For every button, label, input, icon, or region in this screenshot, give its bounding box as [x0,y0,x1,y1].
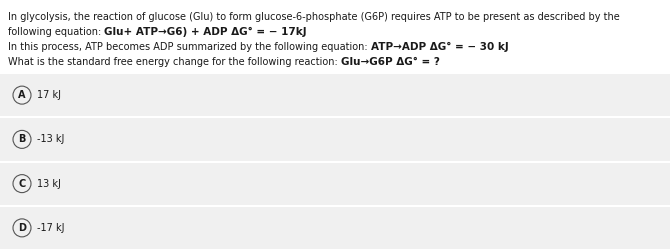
Text: In glycolysis, the reaction of glucose (Glu) to form glucose-6-phosphate (G6P) r: In glycolysis, the reaction of glucose (… [8,12,620,22]
Bar [0,161,670,163]
Bar [0,118,670,161]
Text: following equation:: following equation: [8,27,105,37]
Text: What is the standard free energy change for the following reaction:: What is the standard free energy change … [8,57,341,67]
Text: Glu+ ATP→G6) + ADP ΔG° = − 17kJ: Glu+ ATP→G6) + ADP ΔG° = − 17kJ [105,27,307,37]
Text: Glu→G6P ΔG° = ?: Glu→G6P ΔG° = ? [341,57,440,67]
Text: C: C [18,179,25,189]
Text: B: B [18,134,25,144]
Bar [0,207,670,249]
Bar [0,205,670,207]
Text: 17 kJ: 17 kJ [37,90,61,100]
Circle shape [13,86,31,104]
Text: In this process, ATP becomes ADP summarized by the following equation:: In this process, ATP becomes ADP summari… [8,42,371,52]
Text: 13 kJ: 13 kJ [37,179,61,189]
Text: ATP→ADP ΔG° = − 30 kJ: ATP→ADP ΔG° = − 30 kJ [371,42,509,52]
Bar [0,116,670,118]
Circle shape [13,130,31,148]
Text: -13 kJ: -13 kJ [37,134,64,144]
Text: A: A [18,90,25,100]
Circle shape [13,175,31,193]
Bar [0,74,670,116]
Circle shape [13,219,31,237]
Bar [0,163,670,205]
Text: -17 kJ: -17 kJ [37,223,64,233]
Text: D: D [18,223,26,233]
